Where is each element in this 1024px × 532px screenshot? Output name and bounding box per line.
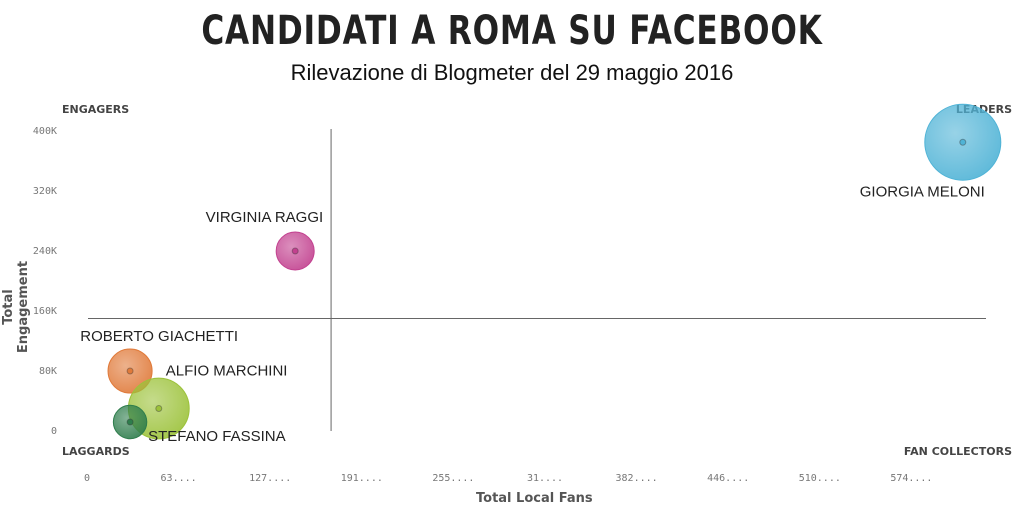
bubble-center-dot (155, 405, 163, 412)
bubble-center-dot (126, 418, 134, 426)
x-tick-label: 191.... (341, 473, 383, 484)
x-tick-label: 446.... (707, 473, 749, 484)
x-axis-title: Total Local Fans (476, 491, 593, 506)
point-label: VIRGINIA RAGGI (206, 209, 324, 226)
chart-subtitle: Rilevazione di Blogmeter del 29 maggio 2… (290, 60, 734, 85)
x-tick-label: 382.... (616, 473, 658, 484)
quadrant-label-engagers: ENGAGERS (62, 103, 130, 116)
x-tick-label: 63.... (161, 473, 197, 484)
y-tick-label: 0 (51, 426, 57, 437)
y-tick-label: 240K (33, 246, 57, 257)
bubble-center-dot (126, 367, 134, 375)
x-tick-label: 574.... (890, 473, 932, 484)
x-tick-label: 255.... (432, 473, 474, 484)
quadrant-label-fan-collectors: FAN COLLECTORS (903, 445, 1012, 458)
y-tick-label: 400K (33, 126, 57, 137)
point-label: STEFANO FASSINA (148, 428, 286, 445)
bubble-center-dot (291, 247, 299, 255)
x-tick-label: 0 (84, 473, 90, 484)
y-tick-label: 320K (33, 186, 57, 197)
x-tick-label: 510.... (799, 473, 841, 484)
x-tick-label: 127.... (249, 473, 291, 484)
chart-title: CANDIDATI A ROMA SU FACEBOOK (201, 8, 823, 54)
point-label: ALFIO MARCHINI (166, 363, 288, 380)
point-label: GIORGIA MELONI (860, 183, 985, 200)
x-tick-label: 31.... (527, 473, 563, 484)
y-tick-label: 160K (33, 306, 57, 317)
y-tick-label: 80K (39, 366, 57, 377)
quadrant-label-laggards: LAGGARDS (62, 445, 130, 458)
point-label: ROBERTO GIACHETTI (80, 328, 238, 345)
bubble-center-dot (959, 138, 967, 146)
